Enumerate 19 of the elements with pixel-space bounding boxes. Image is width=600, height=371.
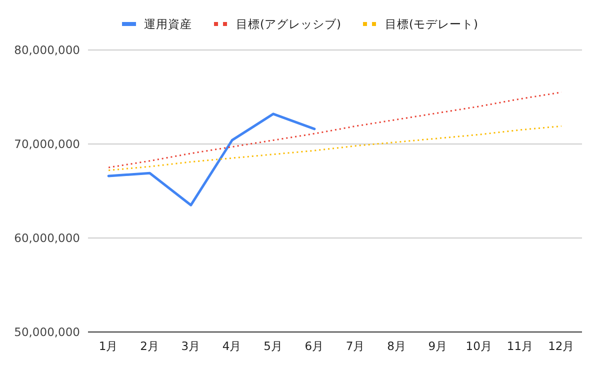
legend-label: 運用資産	[144, 17, 192, 31]
y-tick-label: 50,000,000	[14, 325, 80, 339]
x-tick-label: 4月	[222, 339, 242, 353]
y-tick-label: 80,000,000	[14, 43, 80, 57]
legend-label: 目標(モデレート)	[385, 17, 478, 31]
x-tick-label: 11月	[506, 339, 534, 353]
legend-label: 目標(アグレッシブ)	[236, 17, 341, 31]
x-tick-label: 2月	[140, 339, 160, 353]
y-tick-label: 60,000,000	[14, 231, 80, 245]
x-tick-label: 9月	[428, 339, 448, 353]
x-tick-label: 1月	[98, 339, 118, 353]
x-tick-label: 5月	[264, 339, 283, 353]
y-tick-label: 70,000,000	[14, 137, 80, 151]
x-tick-label: 3月	[181, 339, 201, 353]
x-tick-label: 6月	[304, 339, 324, 353]
x-tick-label: 10月	[466, 339, 492, 353]
x-tick-label: 12月	[548, 339, 575, 353]
x-tick-label: 7月	[346, 339, 366, 353]
x-tick-label: 8月	[387, 339, 406, 353]
